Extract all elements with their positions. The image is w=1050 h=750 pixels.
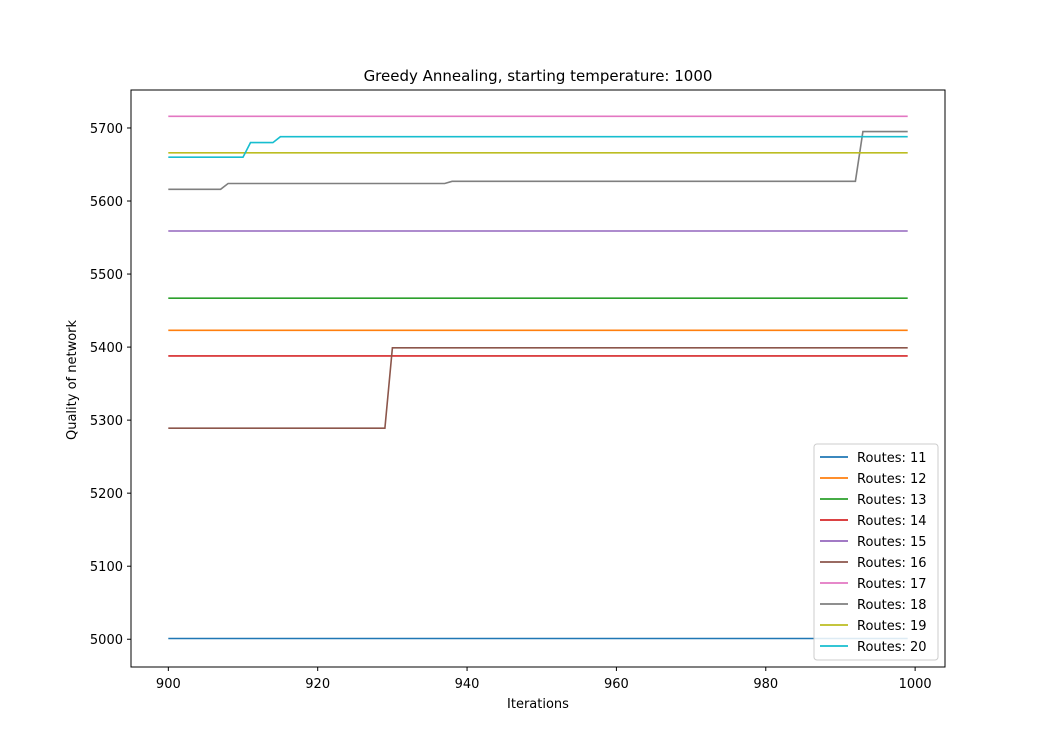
y-tick-label: 5400 bbox=[90, 341, 123, 356]
legend-label-3: Routes: 13 bbox=[857, 493, 927, 508]
chart-title: Greedy Annealing, starting temperature: … bbox=[364, 67, 713, 85]
legend-label-5: Routes: 15 bbox=[857, 535, 927, 550]
plot-area bbox=[130, 89, 946, 668]
x-tick-label: 980 bbox=[753, 677, 778, 692]
legend-label-8: Routes: 18 bbox=[857, 598, 927, 613]
series-line-10 bbox=[168, 135, 908, 158]
y-tick-label: 5200 bbox=[90, 487, 123, 502]
legend-label-9: Routes: 19 bbox=[857, 619, 927, 634]
y-tick-label: 5700 bbox=[90, 122, 123, 137]
x-tick-label: 900 bbox=[156, 677, 181, 692]
y-tick-label: 5000 bbox=[90, 633, 123, 648]
y-axis-title: Quality of network bbox=[65, 320, 80, 441]
legend-box bbox=[813, 443, 939, 661]
y-tick-label: 5100 bbox=[90, 560, 123, 575]
legend-label-4: Routes: 14 bbox=[857, 514, 927, 529]
y-tick-label: 5500 bbox=[90, 268, 123, 283]
y-tick-label: 5300 bbox=[90, 414, 123, 429]
x-tick-label: 1000 bbox=[899, 677, 932, 692]
x-tick-label: 920 bbox=[305, 677, 330, 692]
legend-label-6: Routes: 16 bbox=[857, 556, 927, 571]
x-tick-label: 940 bbox=[455, 677, 480, 692]
series-line-8 bbox=[168, 130, 908, 191]
legend-label-10: Routes: 20 bbox=[857, 640, 927, 655]
series-line-6 bbox=[168, 346, 908, 430]
x-axis-title: Iterations bbox=[507, 697, 569, 712]
legend-label-2: Routes: 12 bbox=[857, 472, 927, 487]
y-axis-ticks: 5000 5100 5200 5300 5400 5500 5600 5700 bbox=[90, 122, 131, 648]
x-axis-ticks: 900 920 940 960 980 1000 bbox=[156, 667, 932, 692]
x-tick-label: 960 bbox=[604, 677, 629, 692]
legend: Routes: 11 Routes: 12 Routes: 13 Routes: 14… bbox=[813, 443, 939, 661]
axes-frame bbox=[130, 89, 946, 668]
legend-label-7: Routes: 17 bbox=[857, 577, 927, 592]
legend-label-1: Routes: 11 bbox=[857, 451, 927, 466]
y-tick-label: 5600 bbox=[90, 195, 123, 210]
